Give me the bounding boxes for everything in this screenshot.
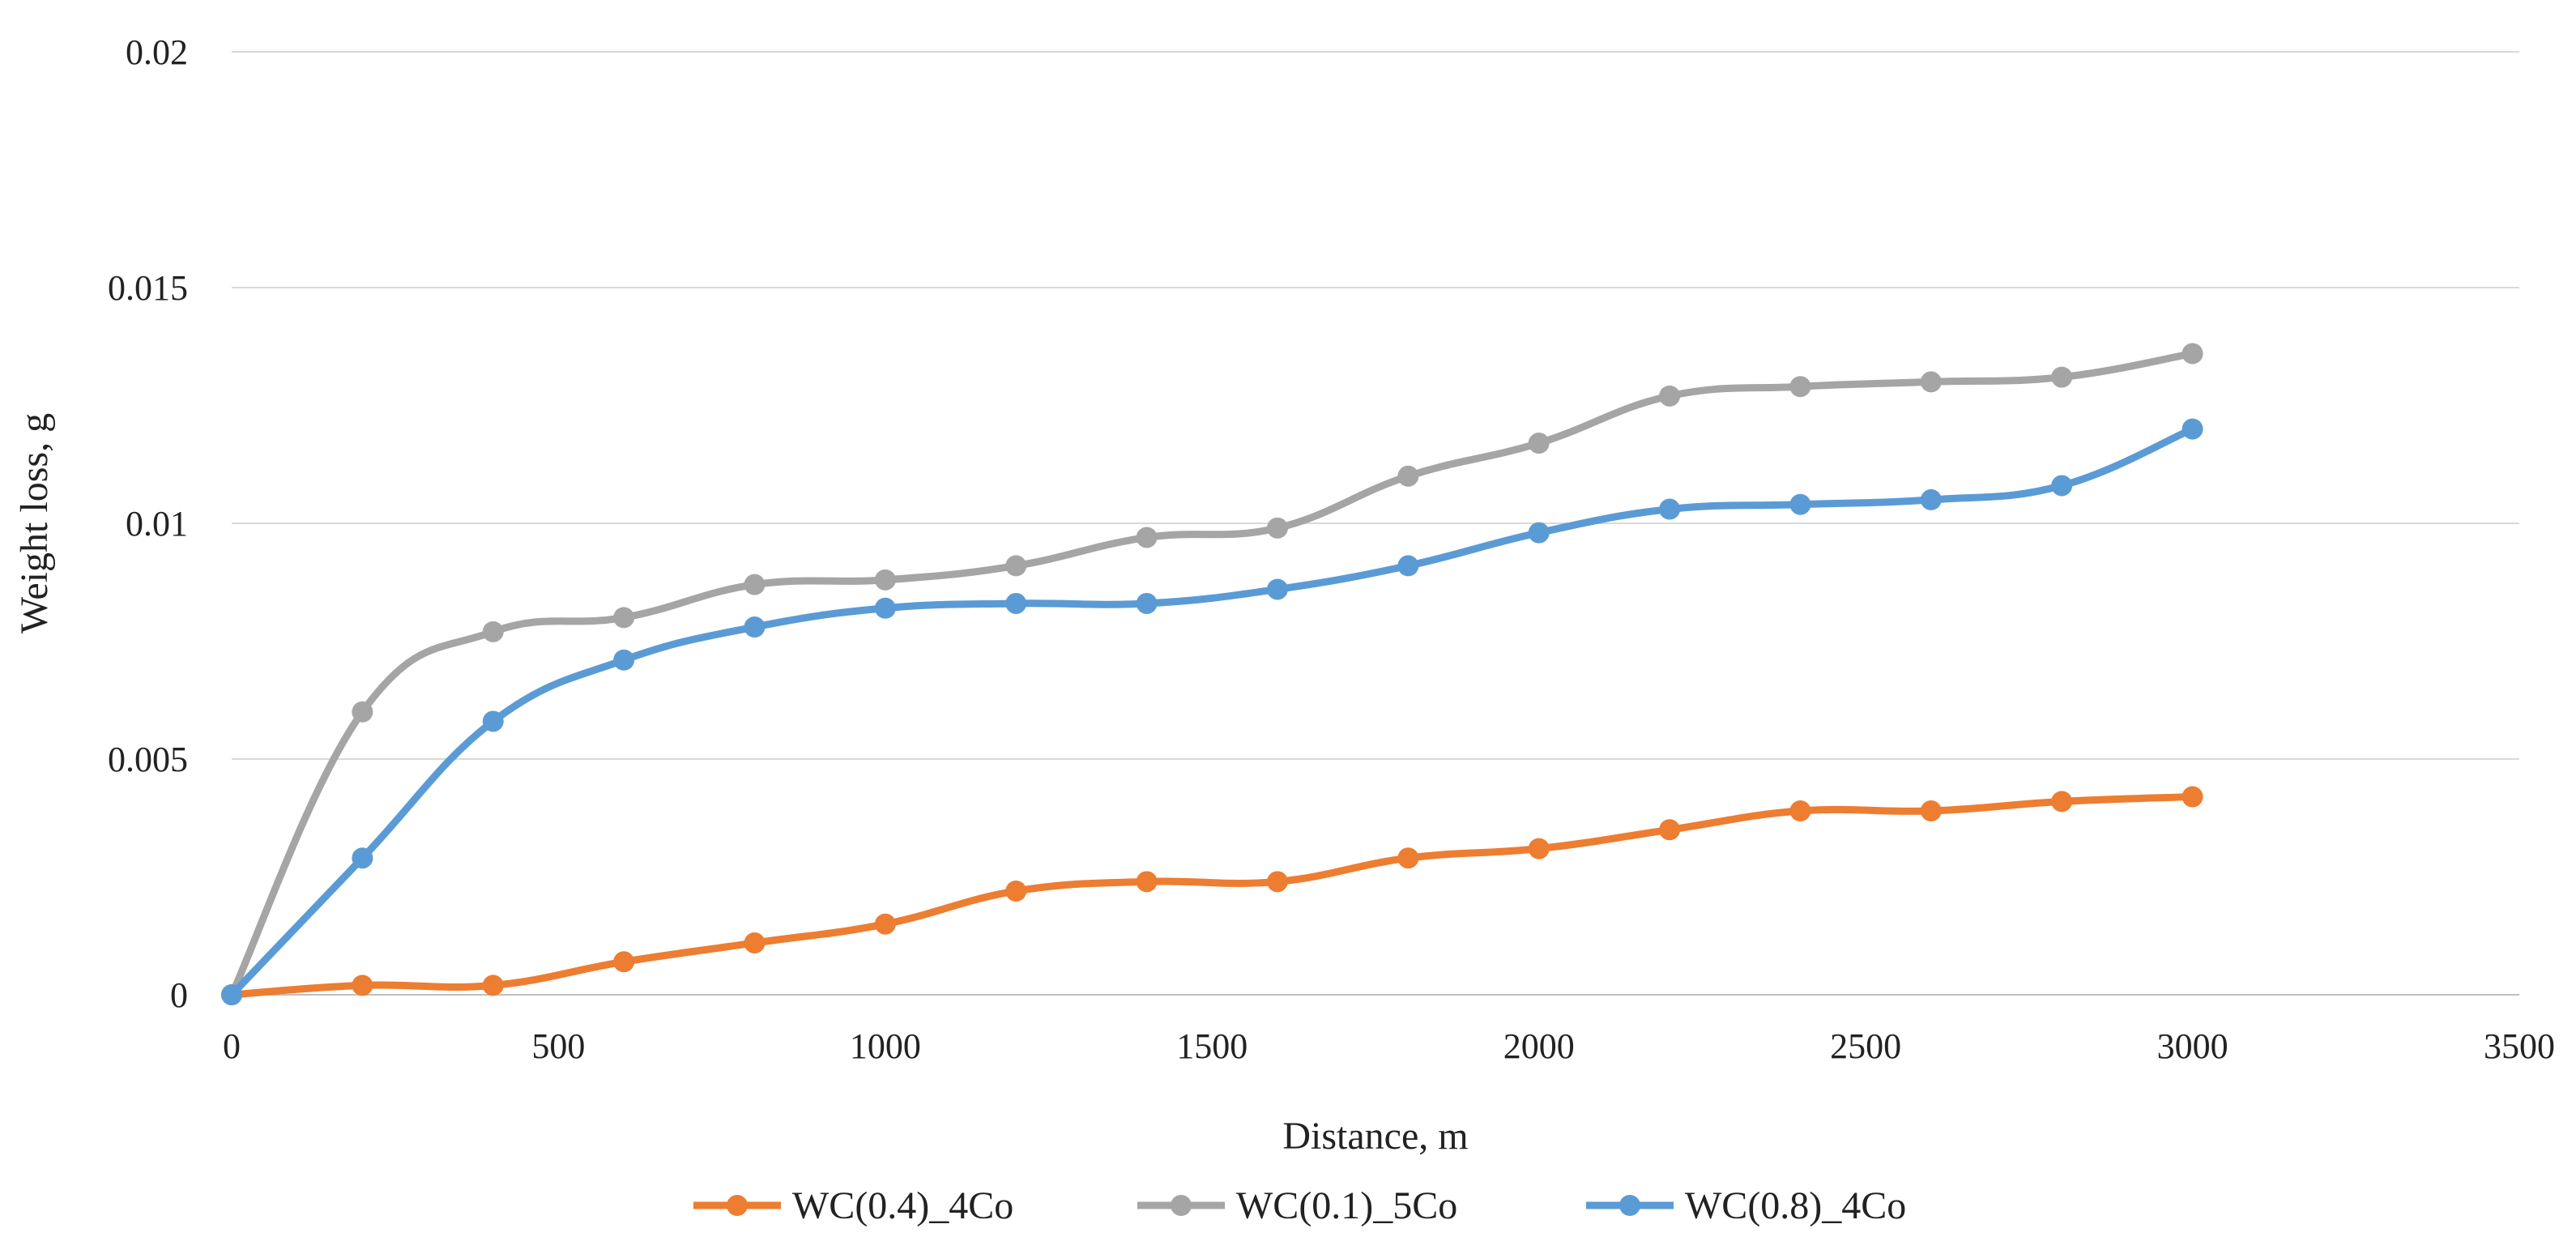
data-point (613, 649, 635, 671)
data-point (352, 847, 373, 869)
legend-label: WC(0.4)_4Co (792, 1184, 1013, 1227)
data-point (613, 607, 635, 629)
legend-marker (1171, 1195, 1192, 1216)
data-point (1005, 592, 1027, 614)
series-2 (221, 418, 2203, 1005)
y-tick-label: 0.02 (126, 32, 188, 72)
data-point (1528, 522, 1550, 544)
data-point (1005, 555, 1027, 577)
data-point (1397, 555, 1419, 577)
data-point (352, 701, 373, 723)
data-point (1659, 819, 1681, 841)
data-point (221, 984, 242, 1005)
x-tick-label: 3500 (2484, 1026, 2555, 1066)
data-point (1789, 376, 1811, 398)
data-point (1659, 385, 1681, 407)
data-point (613, 951, 635, 973)
series-0 (221, 786, 2203, 1005)
data-point (744, 616, 766, 638)
data-point (1266, 871, 1288, 893)
data-point (1397, 847, 1419, 869)
x-tick-label: 500 (531, 1026, 585, 1066)
y-tick-label: 0.015 (108, 268, 188, 308)
x-tick-label: 2000 (1503, 1026, 1575, 1066)
data-point (1136, 871, 1158, 893)
data-point (482, 975, 504, 996)
data-point (1266, 578, 1288, 600)
legend: WC(0.4)_4Co WC(0.1)_5Co WC(0.8)_4Co (693, 1184, 1906, 1227)
x-tick-label: 0 (223, 1026, 241, 1066)
data-point (1789, 493, 1811, 515)
data-point (1005, 880, 1027, 902)
legend-marker (727, 1195, 748, 1216)
data-point (2051, 791, 2073, 813)
data-point (482, 710, 504, 732)
legend-label: WC(0.8)_4Co (1685, 1184, 1906, 1227)
legend-item: WC(0.4)_4Co (693, 1184, 1013, 1227)
data-point (2181, 418, 2203, 440)
series-line (228, 425, 2197, 999)
data-point (1528, 433, 1550, 454)
y-tick-label: 0.01 (126, 504, 188, 544)
series-1 (221, 343, 2203, 1005)
legend-marker (1619, 1195, 1640, 1216)
x-tick-label: 1000 (850, 1026, 921, 1066)
x-tick-label: 2500 (1830, 1026, 1901, 1066)
y-axis-title: Weight loss, g (13, 413, 56, 633)
data-point (1920, 371, 1942, 393)
series-line (228, 349, 2197, 999)
series-line (228, 793, 2197, 999)
data-point (1659, 498, 1681, 520)
data-point (2181, 786, 2203, 808)
data-point (352, 975, 373, 996)
data-point (2051, 366, 2073, 388)
x-axis-title: Distance, m (1282, 1115, 1468, 1158)
legend-label: WC(0.1)_5Co (1236, 1184, 1457, 1227)
gridlines (232, 51, 2519, 996)
data-point (1789, 800, 1811, 822)
data-point (1136, 527, 1158, 548)
data-point (874, 569, 896, 591)
data-point (874, 597, 896, 619)
data-point (2051, 475, 2073, 497)
legend-item: WC(0.1)_5Co (1137, 1184, 1457, 1227)
series (221, 343, 2203, 1005)
x-tick-label: 1500 (1176, 1026, 1247, 1066)
y-tick-label: 0.005 (108, 740, 188, 779)
data-point (1397, 465, 1419, 487)
data-point (1266, 517, 1288, 539)
axes: 0 0.005 0.01 0.015 0.02 0 500 1000 1500 2000 2500 3… (108, 32, 2555, 1066)
x-tick-label: 3000 (2157, 1026, 2228, 1066)
data-point (744, 574, 766, 595)
data-point (482, 621, 504, 642)
data-point (2181, 343, 2203, 365)
data-point (1136, 592, 1158, 614)
data-point (874, 913, 896, 935)
data-point (744, 932, 766, 953)
legend-item: WC(0.8)_4Co (1586, 1184, 1906, 1227)
data-point (1920, 800, 1942, 822)
data-point (1528, 838, 1550, 859)
data-point (1920, 488, 1942, 510)
y-tick-label: 0 (170, 975, 188, 1015)
